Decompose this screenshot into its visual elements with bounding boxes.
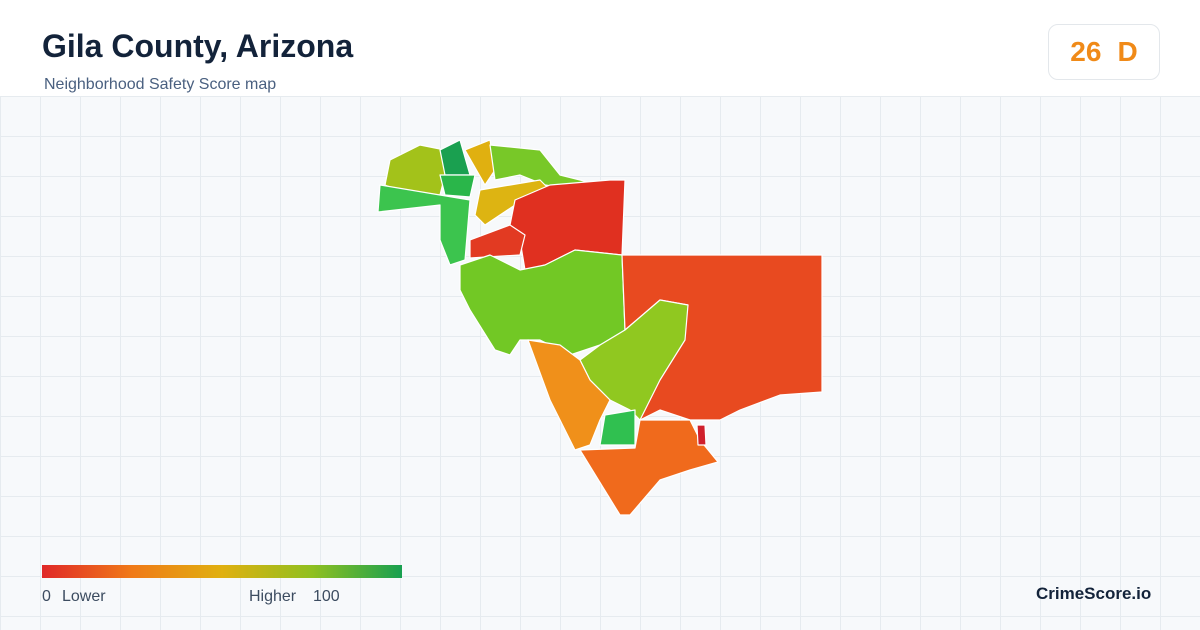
- region: [696, 424, 707, 446]
- region: [599, 409, 636, 446]
- region: [469, 224, 526, 259]
- score-badge: 26 D: [1048, 24, 1160, 80]
- region: [377, 184, 471, 266]
- legend-min: 0: [42, 588, 51, 605]
- legend-max: 100: [313, 588, 340, 605]
- score-value: 26: [1070, 36, 1102, 67]
- region: [439, 174, 476, 198]
- region: [439, 139, 471, 176]
- score-grade: D: [1117, 36, 1138, 67]
- region: [527, 339, 611, 451]
- legend-min-label: Lower: [62, 588, 106, 605]
- title: Gila County, Arizona: [42, 28, 354, 64]
- legend-gradient: [42, 565, 402, 578]
- region: [579, 419, 719, 516]
- legend-max-label: Higher: [249, 588, 297, 605]
- brand: CrimeScore.io: [1036, 584, 1152, 603]
- subtitle: Neighborhood Safety Score map: [44, 76, 277, 93]
- header: Gila County, Arizona Neighborhood Safety…: [0, 0, 1200, 97]
- region: [459, 249, 626, 356]
